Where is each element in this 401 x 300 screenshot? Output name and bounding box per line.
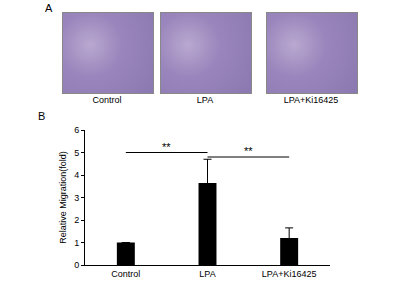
svg-text:0: 0 [74, 260, 79, 270]
html-text:B: B [38, 110, 46, 122]
html-text:LPA: LPA [196, 95, 214, 105]
svg-text:4: 4 [74, 170, 79, 180]
svg-text:6: 6 [74, 125, 79, 135]
svg-text:**: ** [162, 141, 171, 153]
svg-text:5: 5 [74, 148, 79, 158]
svg-text:**: ** [244, 145, 253, 157]
svg-text:1: 1 [74, 238, 79, 248]
svg-text:LPA+Ki16425: LPA+Ki16425 [262, 269, 317, 279]
html-text:LPA+Ki16425: LPA+Ki16425 [283, 95, 339, 105]
html-text:A: A [45, 2, 53, 14]
svg-text:Relative Migration(fold): Relative Migration(fold) [58, 151, 68, 244]
html-text:Control: Control [92, 95, 122, 105]
svg-text:Control: Control [111, 269, 140, 279]
svg-text:2: 2 [74, 215, 79, 225]
svg-text:LPA: LPA [199, 269, 215, 279]
svg-text:3: 3 [74, 193, 79, 203]
